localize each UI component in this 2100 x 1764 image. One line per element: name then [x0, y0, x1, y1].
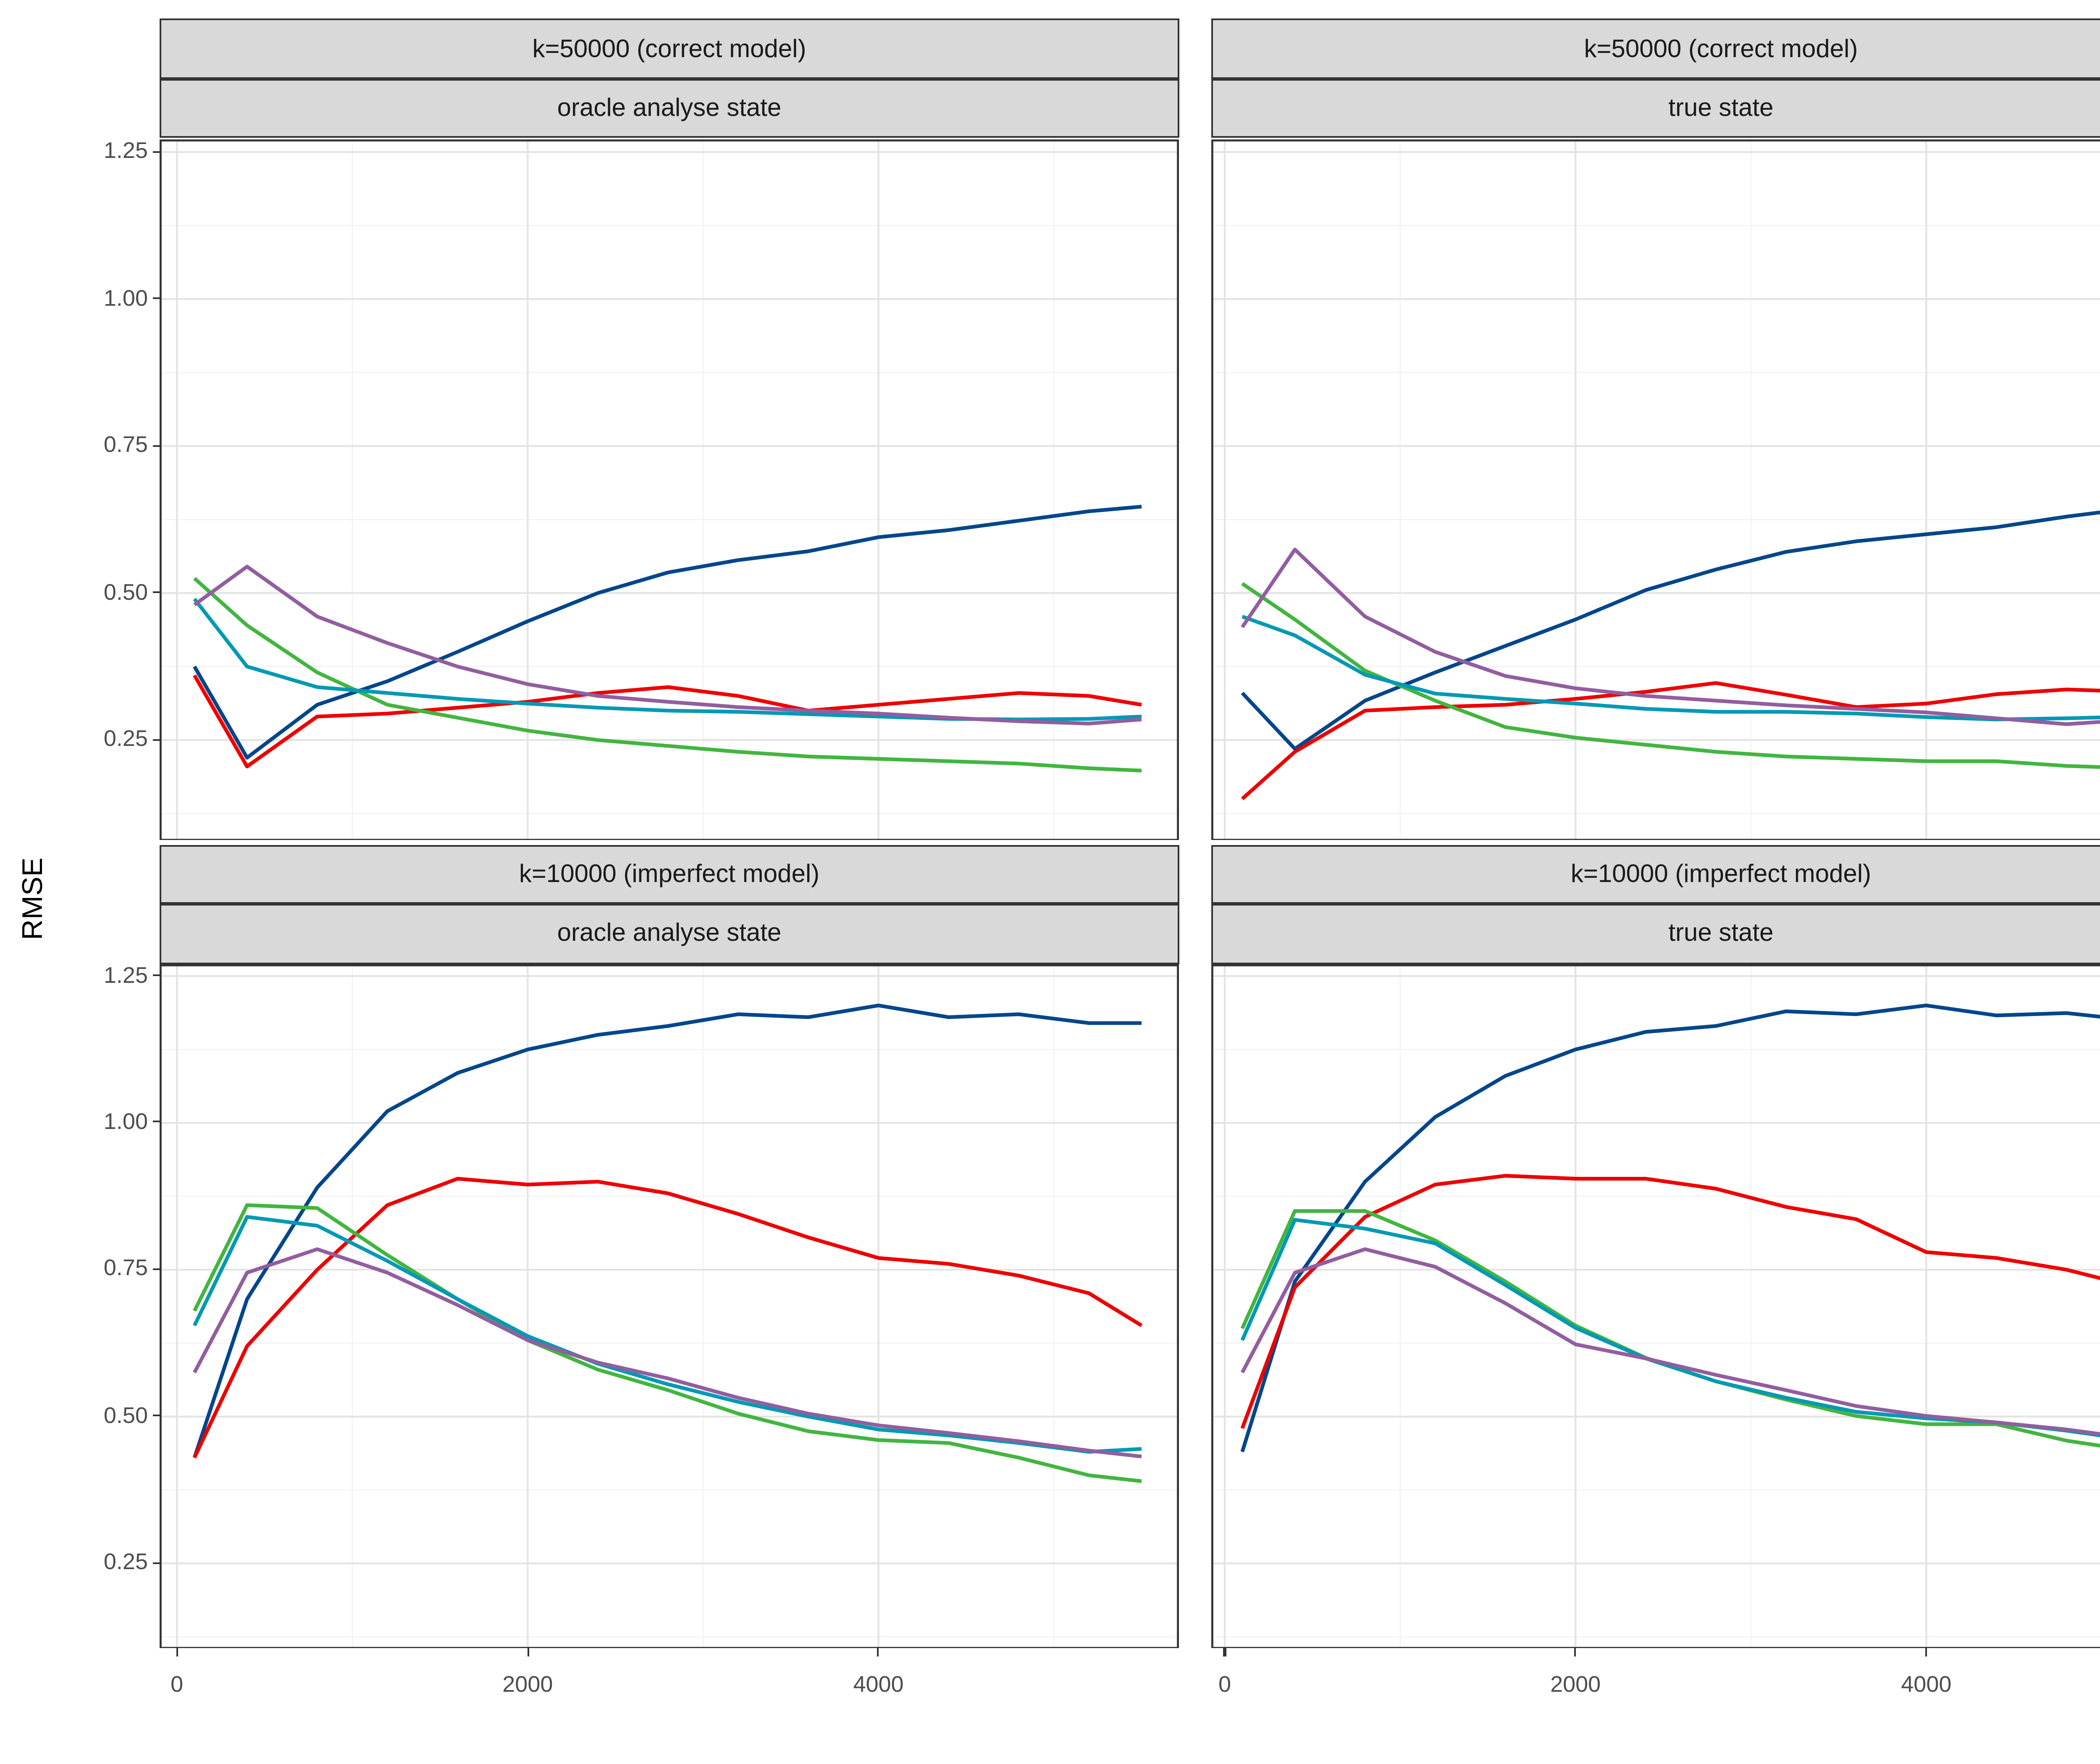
x-tick-label: 4000 [853, 1672, 904, 1697]
y-tick-label: 1.00 [103, 285, 148, 310]
y-tick-label: 0.75 [103, 1255, 148, 1281]
y-tick-mark [152, 297, 160, 299]
y-tick-mark [152, 1121, 160, 1123]
line-tapering [1242, 614, 2100, 721]
line-banding [193, 576, 1142, 772]
line-standard [1240, 1003, 2100, 1452]
y-tick-label: 1.25 [103, 138, 148, 163]
line-banding [193, 1202, 1142, 1483]
y-tick-mark [152, 444, 160, 446]
strip-state-true-state: true state [1211, 79, 2100, 139]
strip-state-true-state: true state [1211, 904, 2100, 964]
y-tick-label: 0.25 [103, 726, 148, 751]
line-tapering [1240, 1217, 2100, 1437]
x-tick-mark [1575, 1648, 1577, 1656]
x-tick-label: 4000 [1901, 1672, 1952, 1697]
line-standard [192, 1003, 1142, 1458]
line-inflation [193, 673, 1142, 768]
x-tick-label: 0 [1218, 1672, 1231, 1697]
y-tick-label: 1.00 [103, 1108, 148, 1134]
panel-k50000-oracle-analyse-state [160, 139, 1179, 840]
y-tick-label: 0.25 [103, 1549, 148, 1575]
line-threshold [1240, 1246, 2100, 1435]
y-tick-mark [152, 150, 160, 152]
y-tick-mark [152, 591, 160, 593]
strip-state-oracle-analyse-state: oracle analyse state [160, 904, 1179, 964]
x-tick-label: 2000 [502, 1672, 553, 1697]
y-tick-label: 0.50 [103, 1402, 148, 1428]
panel-k50000-true-state [1211, 139, 2100, 840]
line-standard [193, 504, 1142, 759]
y-tick-mark [152, 1268, 160, 1270]
y-axis-title: RMSE [17, 857, 49, 940]
strip-model-oracle-analyse-state: k=10000 (imperfect model) [160, 845, 1179, 905]
x-tick-mark [176, 1648, 178, 1656]
panel-border [1211, 139, 2100, 840]
strip-model-true-state: k=10000 (imperfect model) [1211, 845, 2100, 905]
x-tick-mark [1925, 1648, 1927, 1656]
strip-model-true-state: k=50000 (correct model) [1211, 19, 2100, 79]
x-tick-mark [527, 1648, 529, 1656]
panel-border [160, 963, 1179, 1648]
line-threshold [193, 564, 1142, 725]
line-threshold [193, 1246, 1142, 1458]
y-tick-mark [152, 1562, 160, 1564]
line-inflation [1241, 680, 2100, 800]
line-inflation [1240, 1173, 2100, 1428]
panel-k10000-true-state [1211, 963, 2100, 1648]
panel-border [1211, 963, 2100, 1648]
y-tick-mark [152, 1415, 160, 1417]
x-tick-label: 2000 [1550, 1672, 1601, 1697]
panel-border [160, 139, 1179, 840]
strip-state-oracle-analyse-state: oracle analyse state [160, 79, 1179, 139]
strip-model-oracle-analyse-state: k=50000 (correct model) [160, 19, 1179, 79]
y-tick-label: 1.25 [103, 962, 148, 987]
line-standard [1241, 509, 2100, 750]
y-tick-label: 0.75 [103, 432, 148, 457]
y-tick-label: 0.50 [103, 579, 148, 604]
x-tick-mark [1223, 1648, 1226, 1656]
line-inflation [192, 1176, 1143, 1458]
x-tick-label: 0 [171, 1672, 184, 1697]
line-threshold [1241, 547, 2100, 725]
panel-k10000-oracle-analyse-state [160, 963, 1179, 1648]
line-tapering [192, 1214, 1142, 1453]
y-tick-mark [152, 974, 160, 976]
x-tick-mark [877, 1648, 879, 1656]
y-tick-mark [152, 738, 160, 740]
